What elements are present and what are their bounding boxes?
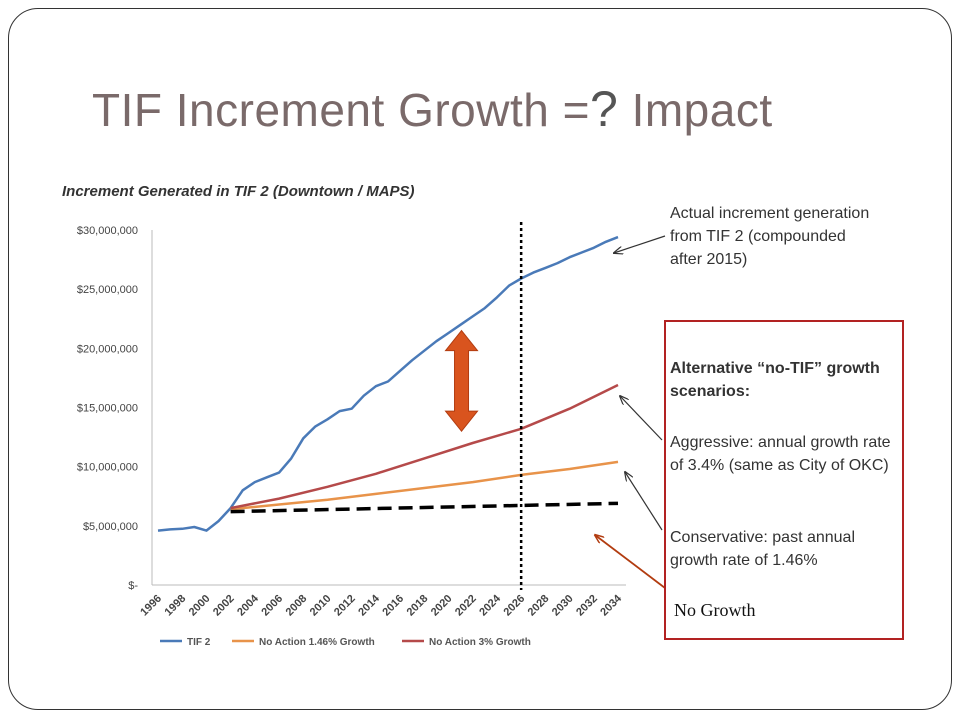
x-tick-label: 2020 — [429, 593, 455, 619]
conservative-pointer-arrow — [625, 472, 663, 531]
x-tick-label: 2018 — [405, 593, 431, 619]
conservative-scenario-note: Conservative: past annual growth rate of… — [670, 529, 855, 569]
x-tick-label: 2030 — [550, 593, 576, 619]
x-tick-label: 2012 — [332, 593, 358, 619]
x-tick-label: 1998 — [163, 593, 189, 619]
title-end-text: Impact — [618, 84, 773, 136]
x-axis-labels: 1996199820002002200420062008201020122014… — [138, 592, 624, 618]
chart-annotations — [444, 222, 666, 590]
alternative-scenarios-box — [664, 320, 904, 640]
series-line-2 — [230, 383, 619, 510]
chart-legend: TIF 2 No Action 1.46% Growth No Action 3% … — [160, 637, 531, 648]
impact-double-arrow — [444, 329, 479, 432]
x-tick-label: 2032 — [574, 593, 600, 619]
chart-axes — [151, 230, 626, 586]
title-main-text: TIF Increment Growth = — [92, 84, 590, 136]
y-tick-label: $30,000,000 — [77, 225, 138, 237]
legend-label-0: TIF 2 — [187, 637, 211, 648]
alternative-scenarios-title: Alternative “no-TIF” growth scenarios: — [670, 360, 880, 400]
series-line-1 — [230, 460, 619, 511]
series-lines — [157, 235, 619, 532]
x-tick-label: 2022 — [453, 593, 479, 619]
legend-label-2: No Action 3% Growth — [429, 637, 531, 648]
chart-title: Increment Generated in TIF 2 (Downtown /… — [62, 183, 415, 200]
x-tick-label: 2026 — [501, 593, 527, 619]
title-question-mark: ? — [589, 81, 619, 137]
aggressive-scenario-note: Aggressive: annual growth rate of 3.4% (… — [670, 434, 891, 474]
y-tick-label: $- — [128, 580, 138, 592]
x-tick-label: 1996 — [138, 593, 164, 619]
legend-label-1: No Action 1.46% Growth — [259, 637, 375, 648]
x-tick-label: 2006 — [259, 593, 285, 619]
series-line-0 — [157, 235, 619, 532]
x-tick-label: 2014 — [356, 592, 382, 618]
x-tick-label: 2002 — [211, 593, 237, 619]
slide-title: TIF Increment Growth =? Impact — [92, 80, 773, 138]
actual-pointer-arrow — [614, 235, 666, 253]
no-growth-dashed-line — [230, 501, 619, 514]
y-tick-label: $20,000,000 — [77, 343, 138, 355]
x-tick-label: 2024 — [477, 592, 503, 618]
actual-increment-note: Actual increment generation from TIF 2 (… — [670, 205, 870, 268]
x-tick-label: 2000 — [187, 593, 213, 619]
aggressive-pointer-arrow — [620, 396, 663, 441]
x-tick-label: 2004 — [235, 592, 261, 618]
x-tick-label: 2028 — [526, 593, 552, 619]
x-tick-label: 2010 — [308, 593, 334, 619]
slide-frame — [8, 8, 952, 710]
no-growth-label: No Growth — [674, 600, 756, 620]
y-tick-label: $5,000,000 — [83, 521, 138, 533]
no-growth-pointer-arrow — [595, 535, 666, 589]
y-axis-labels: $- $5,000,000 $10,000,000 $15,000,000 $20,00… — [77, 225, 139, 592]
y-tick-label: $15,000,000 — [77, 403, 138, 415]
x-tick-label: 2008 — [284, 593, 310, 619]
y-tick-label: $10,000,000 — [77, 462, 138, 474]
x-tick-label: 2034 — [598, 592, 624, 618]
x-tick-label: 2016 — [380, 593, 406, 619]
y-tick-label: $25,000,000 — [77, 284, 138, 296]
